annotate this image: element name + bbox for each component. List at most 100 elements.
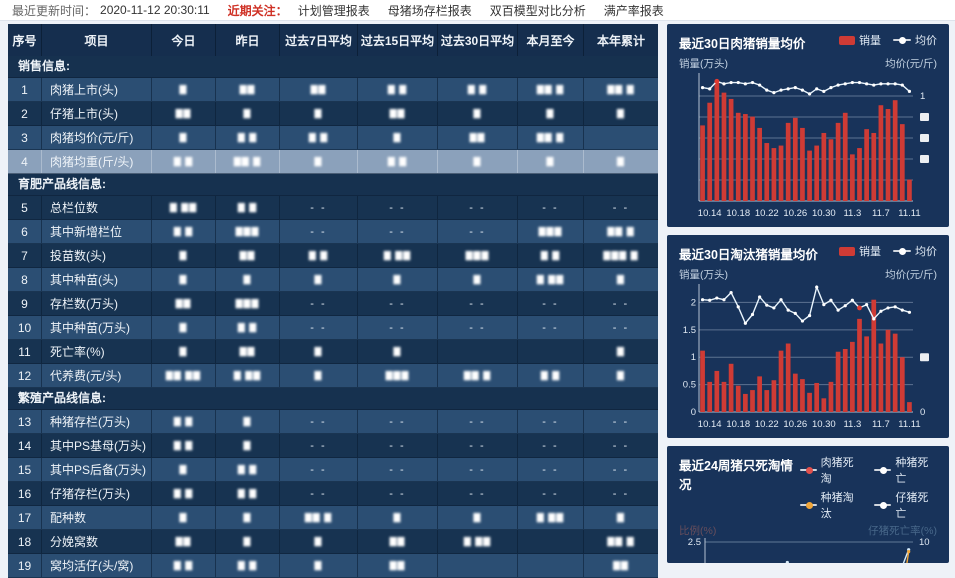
row-value-cell: ▇ [518, 102, 584, 125]
row-value-cell: ▇▇ [358, 554, 438, 577]
table-header-cell: 今日 [152, 24, 216, 56]
legend-item[interactable]: 销量 [839, 32, 881, 48]
menu-item[interactable]: 计划管理报表 [297, 3, 370, 18]
row-value-cell: ▇▇▇ [216, 292, 280, 315]
redacted-value: ▇ ▇▇ [233, 370, 262, 380]
row-number: 19 [8, 554, 42, 577]
redacted-value: ▇ ▇ [173, 156, 194, 166]
table-row[interactable]: 16 仔猪存栏(万头) ▇ ▇ ▇ ▇ - -- -- -- -- - [8, 482, 658, 506]
avg-price-line-series [700, 284, 912, 325]
row-value-cell [584, 126, 658, 149]
redacted-value: ▇ [179, 346, 188, 356]
row-value-cell: ▇ ▇▇ [518, 506, 584, 529]
row-value-cell: ▇ [152, 458, 216, 481]
chart-legend: 销量 均价 [839, 32, 937, 48]
row-number: 13 [8, 410, 42, 433]
table-row[interactable]: 4 肉猪均重(斤/头) ▇ ▇ ▇▇ ▇ ▇ ▇ ▇ ▇ ▇ ▇ [8, 150, 658, 174]
redacted-value: ▇ [473, 274, 482, 284]
svg-text:10.26: 10.26 [783, 419, 807, 430]
row-value-cell: ▇ [152, 340, 216, 363]
table-row[interactable]: 17 配种数 ▇ ▇ ▇▇ ▇ ▇ ▇ ▇ ▇▇ ▇ [8, 506, 658, 530]
redacted-value: ▇ ▇ [237, 132, 258, 142]
redacted-value: ▇ [617, 370, 625, 380]
bars-series [700, 81, 912, 201]
table-row[interactable]: 14 其中PS基母(万头) ▇ ▇ ▇ - -- -- -- -- - [8, 434, 658, 458]
svg-text:11.3: 11.3 [843, 208, 861, 219]
table-row[interactable]: 8 其中种苗(头) ▇ ▇ ▇ ▇ ▇ ▇ ▇▇ ▇ [8, 268, 658, 292]
row-value-cell: ▇ [584, 340, 658, 363]
table-row[interactable]: 13 种猪存栏(万头) ▇ ▇ ▇ - -- -- -- -- - [8, 410, 658, 434]
row-value-cell: - - [518, 292, 584, 315]
table-section-header: 繁殖产品线信息: [8, 388, 658, 410]
redacted-value: ▇ [179, 512, 188, 522]
row-value-cell: - - [280, 292, 358, 315]
row-value-cell: ▇▇ ▇ [280, 506, 358, 529]
row-label: 其中种苗(万头) [42, 316, 152, 339]
row-value-cell: ▇ [584, 268, 658, 291]
row-value-cell: ▇ [152, 78, 216, 101]
redacted-value: ▇ ▇ [173, 560, 194, 570]
legend-line-glyph [799, 501, 817, 509]
menu-item[interactable]: 母猪场存栏报表 [387, 3, 472, 18]
redacted-value: ▇ [617, 346, 625, 356]
row-label: 仔猪上市(头) [42, 102, 152, 125]
legend-item[interactable]: 种猪死亡 [874, 454, 937, 486]
redacted-value: ▇ [546, 108, 555, 118]
row-value-cell: - - [438, 410, 518, 433]
right-axis-label: 均价(元/斤) [885, 58, 937, 70]
table-row[interactable]: 2 仔猪上市(头) ▇▇ ▇ ▇ ▇▇ ▇ ▇ ▇ [8, 102, 658, 126]
table-row[interactable]: 15 其中PS后备(万头) ▇ ▇ ▇ - -- -- -- -- - [8, 458, 658, 482]
row-label: 种猪存栏(万头) [42, 410, 152, 433]
legend-item[interactable]: 均价 [893, 32, 937, 48]
table-row[interactable]: 9 存栏数(万头) ▇▇ ▇▇▇ - -- -- -- -- - [8, 292, 658, 316]
menu-item[interactable]: 满产率报表 [603, 3, 664, 18]
row-label: 代养费(元/头) [42, 364, 152, 387]
avg-price-line-series [700, 78, 912, 96]
row-value-cell: ▇ [280, 150, 358, 173]
table-header-cell: 本年累计 [596, 33, 645, 48]
redacted-value: ▇ [243, 440, 252, 450]
table-row[interactable]: 1 肉猪上市(头) ▇ ▇▇ ▇▇ ▇ ▇ ▇ ▇ ▇▇ ▇ ▇▇ ▇ [8, 78, 658, 102]
table-row[interactable]: 18 分娩窝数 ▇▇ ▇ ▇ ▇▇ ▇ ▇▇ ▇▇ ▇ [8, 530, 658, 554]
table-row[interactable]: 7 投苗数(头) ▇ ▇▇ ▇ ▇ ▇ ▇▇ ▇▇▇ ▇ ▇ ▇▇▇ ▇ [8, 244, 658, 268]
table-row[interactable]: 3 肉猪均价(元/斤) ▇ ▇ ▇ ▇ ▇ ▇ ▇▇ ▇▇ ▇ [8, 126, 658, 150]
table-header-cell: 昨日 [216, 24, 280, 56]
row-number: 14 [8, 434, 42, 457]
row-number: 10 [8, 316, 42, 339]
row-value-cell: ▇ ▇ [216, 554, 280, 577]
table-row[interactable]: 19 窝均活仔(头/窝) ▇ ▇ ▇ ▇ ▇ ▇▇ ▇▇ [8, 554, 658, 578]
row-label: 肉猪上市(头) [42, 78, 152, 101]
row-value-cell: ▇ [152, 244, 216, 267]
table-row[interactable]: 5 总栏位数 ▇ ▇▇ ▇ ▇ - -- -- -- -- - [8, 196, 658, 220]
redacted-value: ▇▇▇ [538, 226, 563, 236]
menu-item[interactable]: 双百模型对比分析 [489, 3, 586, 18]
row-value-cell: ▇ [280, 530, 358, 553]
svg-text:10.14: 10.14 [698, 419, 722, 430]
row-value-cell: ▇ [152, 126, 216, 149]
redacted-value: ▇▇ [239, 346, 256, 356]
redacted-value: ▇ [617, 512, 625, 522]
redacted-value: ▇ ▇ [308, 250, 329, 260]
redacted-value: ▇ [179, 250, 188, 260]
legend-item[interactable]: 种猪淘汰 [799, 489, 863, 521]
legend-item[interactable]: 仔猪死亡 [874, 489, 937, 521]
row-value-cell: - - [438, 482, 518, 505]
redacted-value: ▇ ▇ [467, 84, 488, 94]
redacted-value: ▇ [243, 416, 252, 426]
table-row[interactable]: 6 其中新增栏位 ▇ ▇ ▇▇▇ - -- -- - ▇▇▇ ▇▇ ▇ [8, 220, 658, 244]
table-row[interactable]: 10 其中种苗(万头) ▇ ▇ ▇ - -- -- -- -- - [8, 316, 658, 340]
legend-item[interactable]: 均价 [893, 243, 937, 259]
legend-item[interactable]: 销量 [839, 243, 881, 259]
row-value-cell: - - [518, 482, 584, 505]
table-section-header: 销售信息: [8, 56, 658, 78]
row-value-cell: ▇▇ ▇ [438, 364, 518, 387]
table-header-cell: 过去15日平均 [358, 24, 438, 56]
row-value-cell: - - [612, 487, 630, 500]
table-header-cell: 过去30日平均 [438, 24, 518, 56]
row-value-cell: - - [612, 415, 630, 428]
legend-item[interactable]: 肉猪死淘 [799, 454, 863, 486]
table-row[interactable]: 12 代养费(元/头) ▇▇ ▇▇ ▇ ▇▇ ▇ ▇▇▇ ▇▇ ▇ ▇ ▇ ▇ [8, 364, 658, 388]
redacted-value: ▇ ▇ [308, 132, 329, 142]
table-row[interactable]: 11 死亡率(%) ▇ ▇▇ ▇ ▇ ▇ [8, 340, 658, 364]
